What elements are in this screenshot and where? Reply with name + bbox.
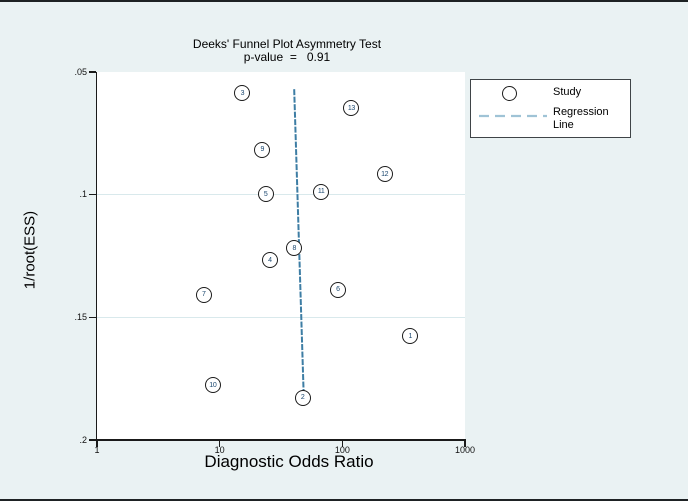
study-point-4: 4 xyxy=(261,252,278,269)
study-point-3: 3 xyxy=(234,85,251,102)
legend-study-marker-icon xyxy=(502,86,517,101)
study-point-12: 12 xyxy=(376,166,393,183)
window-border-top xyxy=(0,0,688,2)
x-axis-title: Diagnostic Odds Ratio xyxy=(204,452,374,471)
legend-regression-dash-icon xyxy=(479,114,547,118)
y-tick-mark xyxy=(89,316,96,319)
x-tick-mark xyxy=(464,441,466,447)
study-point-7: 7 xyxy=(195,286,212,303)
x-tick-mark xyxy=(219,441,221,447)
plot-area xyxy=(97,72,465,440)
study-point-13: 13 xyxy=(343,100,360,117)
study-point-6: 6 xyxy=(329,281,346,298)
y-tick-label: .2 xyxy=(79,434,87,445)
study-point-8: 8 xyxy=(286,240,303,257)
gridline xyxy=(97,316,465,318)
study-point-2: 2 xyxy=(294,389,311,406)
x-tick-label: 1000 xyxy=(454,445,476,455)
x-axis-line xyxy=(95,439,466,441)
y-tick-label: .05 xyxy=(74,66,87,77)
y-axis-title: 1/root(ESS) xyxy=(21,210,39,290)
chart-title-block: Deeks' Funnel Plot Asymmetry Test p-valu… xyxy=(87,38,487,64)
y-tick-mark xyxy=(89,71,96,73)
study-point-10: 10 xyxy=(204,377,221,394)
y-tick-mark xyxy=(89,439,96,441)
y-tick-label: .1 xyxy=(79,189,87,200)
x-tick-mark xyxy=(96,441,98,447)
x-tick-label: 100 xyxy=(334,445,350,455)
chart-title: Deeks' Funnel Plot Asymmetry Test xyxy=(192,37,382,51)
legend-regression-label: Regression Line xyxy=(553,106,609,131)
legend-box: Study Regression Line xyxy=(470,79,631,138)
chart-pvalue: p-value = 0.91 xyxy=(243,50,331,64)
y-axis-line xyxy=(95,71,98,441)
x-tick-label: 10 xyxy=(214,445,225,455)
y-tick-label: .15 xyxy=(74,311,87,322)
y-tick-mark xyxy=(89,194,96,196)
legend-study-label: Study xyxy=(553,86,582,98)
gridline xyxy=(97,194,465,196)
x-tick-mark xyxy=(341,441,344,447)
study-point-11: 11 xyxy=(313,183,330,200)
study-point-1: 1 xyxy=(402,328,419,345)
study-point-9: 9 xyxy=(254,141,271,158)
window-border-bottom xyxy=(0,499,688,501)
x-tick-label: 1 xyxy=(94,445,100,455)
study-point-5: 5 xyxy=(257,186,274,203)
